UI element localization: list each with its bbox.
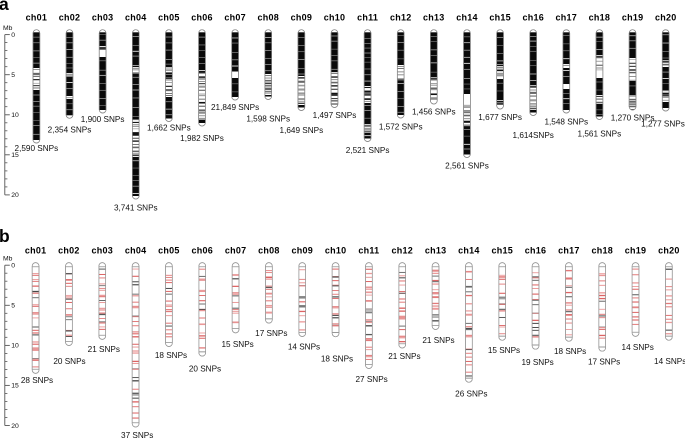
svg-text:ch14: ch14 <box>458 246 480 256</box>
svg-text:37 SNPs: 37 SNPs <box>121 431 153 438</box>
svg-text:ch12: ch12 <box>390 13 412 23</box>
svg-text:ch16: ch16 <box>525 246 547 256</box>
svg-text:ch02: ch02 <box>59 13 81 23</box>
svg-text:17 SNPs: 17 SNPs <box>255 329 287 338</box>
svg-text:3,741 SNPs: 3,741 SNPs <box>114 204 158 213</box>
svg-text:18 SNPs: 18 SNPs <box>321 355 353 364</box>
svg-text:15 SNPs: 15 SNPs <box>488 346 520 355</box>
svg-text:1,572 SNPs: 1,572 SNPs <box>379 123 423 132</box>
svg-text:ch04: ch04 <box>125 13 147 23</box>
svg-text:20 SNPs: 20 SNPs <box>189 365 221 374</box>
svg-text:ch12: ch12 <box>391 246 413 256</box>
svg-text:1,649 SNPs: 1,649 SNPs <box>280 126 324 135</box>
svg-text:ch08: ch08 <box>258 246 280 256</box>
svg-text:ch20: ch20 <box>655 13 677 23</box>
svg-text:1,497 SNPs: 1,497 SNPs <box>313 111 357 120</box>
svg-text:ch09: ch09 <box>291 246 313 256</box>
svg-text:ch07: ch07 <box>225 246 247 256</box>
svg-text:28 SNPs: 28 SNPs <box>21 376 53 385</box>
svg-text:ch06: ch06 <box>191 13 213 23</box>
svg-text:ch11: ch11 <box>357 13 378 23</box>
svg-text:ch05: ch05 <box>158 13 180 23</box>
svg-text:ch13: ch13 <box>425 246 447 256</box>
svg-text:ch03: ch03 <box>92 246 114 256</box>
svg-text:2,521 SNPs: 2,521 SNPs <box>346 146 390 155</box>
svg-text:ch05: ch05 <box>158 246 180 256</box>
svg-text:15 SNPs: 15 SNPs <box>221 340 253 349</box>
svg-text:5: 5 <box>11 72 15 79</box>
svg-text:ch08: ch08 <box>257 13 279 23</box>
svg-text:20 SNPs: 20 SNPs <box>53 357 85 366</box>
svg-text:ch06: ch06 <box>191 246 213 256</box>
svg-text:ch04: ch04 <box>125 246 147 256</box>
svg-text:1,456 SNPs: 1,456 SNPs <box>412 108 456 117</box>
svg-text:ch18: ch18 <box>589 13 611 23</box>
svg-text:1,982 SNPs: 1,982 SNPs <box>180 134 224 143</box>
svg-text:27 SNPs: 27 SNPs <box>355 375 387 384</box>
svg-text:14 SNPs: 14 SNPs <box>288 342 320 351</box>
svg-text:ch15: ch15 <box>489 13 511 23</box>
svg-text:1,677 SNPs: 1,677 SNPs <box>478 113 522 122</box>
svg-text:1,598 SNPs: 1,598 SNPs <box>246 115 290 124</box>
svg-text:20: 20 <box>11 192 19 199</box>
svg-text:1,900 SNPs: 1,900 SNPs <box>81 115 125 124</box>
svg-text:ch10: ch10 <box>325 246 347 256</box>
svg-text:18 SNPs: 18 SNPs <box>554 347 586 356</box>
svg-text:10: 10 <box>11 112 19 119</box>
svg-text:ch18: ch18 <box>591 246 613 256</box>
svg-text:ch01: ch01 <box>26 13 48 23</box>
svg-text:26 SNPs: 26 SNPs <box>455 390 487 399</box>
svg-text:14 SNPs: 14 SNPs <box>654 357 685 366</box>
svg-text:ch13: ch13 <box>423 13 445 23</box>
svg-text:ch16: ch16 <box>522 13 544 23</box>
svg-text:ch19: ch19 <box>625 246 647 256</box>
svg-text:a: a <box>0 0 9 14</box>
svg-text:15: 15 <box>11 383 19 390</box>
svg-text:0: 0 <box>11 32 15 39</box>
svg-text:21,849 SNPs: 21,849 SNPs <box>211 103 259 112</box>
svg-text:ch09: ch09 <box>291 13 313 23</box>
svg-text:ch14: ch14 <box>456 13 478 23</box>
svg-text:ch03: ch03 <box>92 13 114 23</box>
svg-text:18 SNPs: 18 SNPs <box>155 351 187 360</box>
svg-text:5: 5 <box>11 303 15 310</box>
svg-text:1,277 SNPs: 1,277 SNPs <box>641 119 685 128</box>
svg-text:1,270 SNPs: 1,270 SNPs <box>611 114 655 123</box>
svg-text:ch17: ch17 <box>556 13 578 23</box>
svg-text:ch20: ch20 <box>658 246 680 256</box>
svg-text:10: 10 <box>11 343 19 350</box>
svg-text:ch01: ch01 <box>25 246 47 256</box>
svg-text:0: 0 <box>11 263 15 270</box>
svg-text:1,548 SNPs: 1,548 SNPs <box>544 117 588 126</box>
svg-text:1,662 SNPs: 1,662 SNPs <box>147 124 191 133</box>
svg-text:2,561 SNPs: 2,561 SNPs <box>445 162 489 171</box>
svg-text:15: 15 <box>11 152 19 159</box>
svg-text:14 SNPs: 14 SNPs <box>622 343 654 352</box>
svg-text:Mb: Mb <box>3 256 13 263</box>
svg-text:Mb: Mb <box>3 25 13 32</box>
svg-text:1,561 SNPs: 1,561 SNPs <box>578 130 622 139</box>
svg-text:ch07: ch07 <box>224 13 246 23</box>
svg-text:17 SNPs: 17 SNPs <box>588 357 620 366</box>
svg-text:ch19: ch19 <box>622 13 644 23</box>
svg-text:ch02: ch02 <box>58 246 80 256</box>
svg-text:19 SNPs: 19 SNPs <box>521 358 553 367</box>
svg-text:ch11: ch11 <box>358 246 379 256</box>
svg-text:20: 20 <box>11 423 19 430</box>
svg-text:2,590 SNPs: 2,590 SNPs <box>15 144 59 153</box>
svg-text:1,614SNPs: 1,614SNPs <box>512 131 553 140</box>
svg-text:b: b <box>0 226 10 246</box>
svg-text:ch15: ch15 <box>491 246 513 256</box>
svg-text:21 SNPs: 21 SNPs <box>88 345 120 354</box>
svg-text:2,354 SNPs: 2,354 SNPs <box>48 126 92 135</box>
svg-text:ch17: ch17 <box>558 246 580 256</box>
svg-text:21 SNPs: 21 SNPs <box>422 336 454 345</box>
svg-text:ch10: ch10 <box>324 13 346 23</box>
svg-text:21 SNPs: 21 SNPs <box>388 352 420 361</box>
